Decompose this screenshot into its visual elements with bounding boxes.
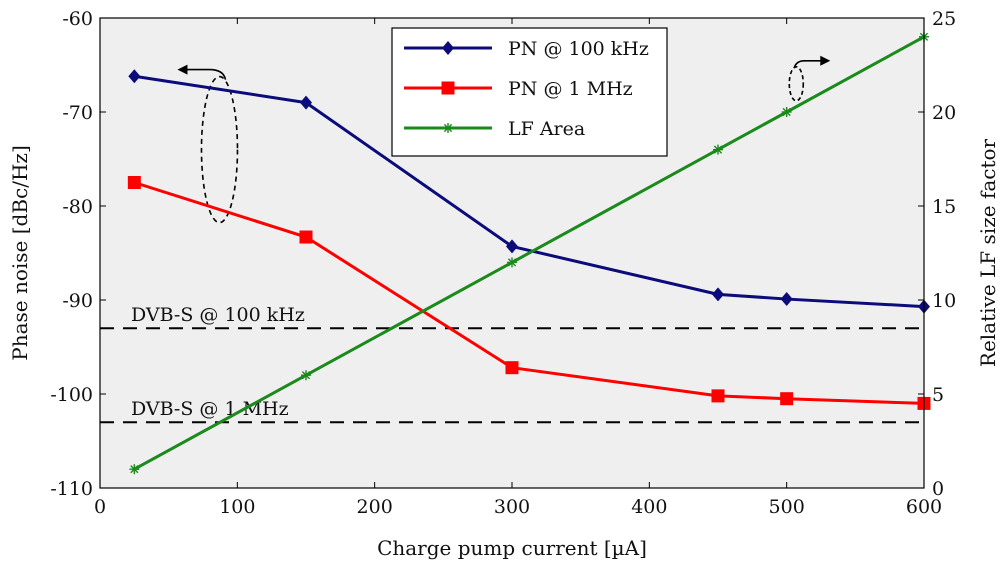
reference-line-label: DVB-S @ 100 kHz (131, 304, 305, 326)
legend-label: LF Area (508, 118, 585, 140)
y-left-tick-label: -60 (62, 8, 93, 30)
data-point (712, 287, 724, 302)
y-left-tick-label: -90 (62, 290, 93, 312)
y-left-tick-label: -80 (62, 196, 93, 218)
x-tick-label: 0 (94, 496, 106, 518)
legend: PN @ 100 kHz PN @ 1 MHz LF Area (391, 27, 668, 157)
y-left-tick-label: -110 (50, 478, 93, 500)
y-right-tick-label: 0 (932, 478, 944, 500)
y-left-axis-title: Phase noise [dBc/Hz] (8, 145, 32, 361)
x-tick-label: 100 (219, 496, 255, 518)
series-2 (129, 31, 929, 475)
y-right-axis-ticks: 0 5 10 15 20 25 (918, 8, 956, 500)
right-axis-arrow-shaft (793, 60, 823, 69)
x-tick-label: 200 (357, 496, 393, 518)
data-point (505, 361, 519, 375)
y-left-tick-label: -70 (62, 102, 93, 124)
legend-marker (441, 81, 455, 95)
data-point (781, 107, 792, 117)
x-tick-label: 300 (494, 496, 530, 518)
right-axis-arrow-head (820, 55, 831, 66)
legend-marker (443, 123, 453, 133)
legend-label: PN @ 1 MHz (508, 78, 633, 100)
legend-marker (442, 41, 454, 55)
left-axis-arrow-shaft (185, 68, 227, 80)
y-right-tick-label: 15 (932, 196, 956, 218)
data-point (713, 144, 723, 155)
data-point (301, 370, 311, 381)
data-point (506, 239, 518, 254)
series-line (133, 35, 925, 471)
series-1 (127, 176, 931, 410)
y-right-axis-title: Relative LF size factor (976, 138, 1000, 367)
data-point (299, 230, 313, 244)
data-point (128, 69, 141, 84)
series-line (134, 74, 925, 309)
y-right-tick-label: 20 (932, 102, 956, 124)
data-point (711, 389, 725, 403)
series-0 (128, 69, 930, 314)
left-axis-arrow-head (177, 64, 188, 75)
x-axis-ticks: 0 100 200 300 400 500 600 (94, 18, 942, 518)
x-tick-label: 400 (631, 496, 667, 518)
y-right-tick-label: 5 (932, 384, 944, 406)
series-layer (127, 31, 931, 475)
reference-labels: DVB-S @ 100 kHz DVB-S @ 1 MHz (131, 304, 305, 420)
data-point (780, 392, 794, 406)
left-axis-indicator-ellipse (200, 75, 239, 224)
data-point (129, 464, 140, 475)
y-right-tick-label: 25 (932, 8, 956, 30)
legend-label: PN @ 100 kHz (508, 38, 649, 60)
series-line (133, 181, 925, 405)
data-point (300, 95, 312, 110)
x-tick-label: 600 (906, 496, 942, 518)
annotations (177, 55, 831, 224)
y-right-tick-label: 10 (932, 290, 956, 312)
data-point (780, 292, 793, 307)
reference-line-label: DVB-S @ 1 MHz (131, 398, 289, 420)
y-left-tick-label: -100 (50, 384, 93, 406)
x-tick-label: 500 (769, 496, 805, 518)
right-axis-indicator-ellipse (788, 66, 805, 102)
y-left-axis-ticks: -60 -70 -80 -90 -100 -110 (50, 8, 106, 500)
x-axis-title: Charge pump current [µA] (377, 536, 647, 560)
data-point (127, 176, 141, 189)
data-point (507, 257, 517, 268)
